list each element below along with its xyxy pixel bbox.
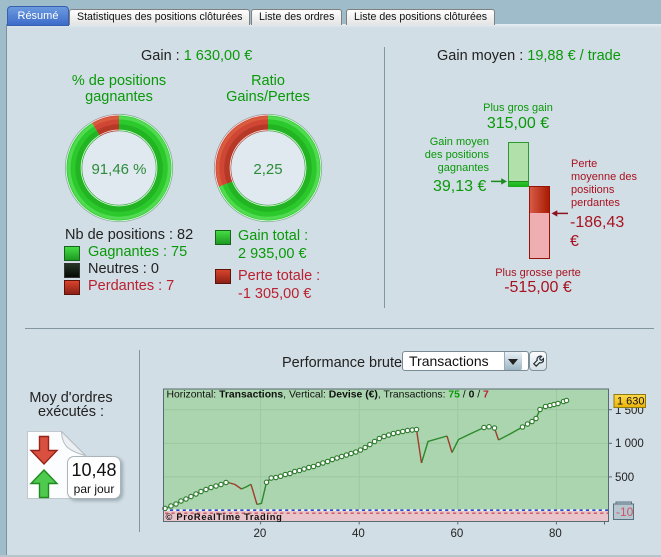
svg-text:80: 80: [549, 528, 562, 540]
svg-text:20: 20: [254, 528, 267, 540]
svg-text:-10: -10: [616, 505, 634, 519]
svg-text:Horizontal: Transactions, Vert: Horizontal: Transactions, Vertical: Devi…: [167, 390, 490, 401]
svg-text:1 630: 1 630: [617, 396, 645, 408]
svg-text:91,46 %: 91,46 %: [91, 161, 146, 178]
svg-text:2,25: 2,25: [253, 161, 282, 178]
svg-text:1 000: 1 000: [615, 438, 644, 450]
svg-text:© ProRealTime Trading: © ProRealTime Trading: [166, 512, 283, 522]
svg-text:500: 500: [615, 472, 634, 484]
svg-text:40: 40: [352, 528, 365, 540]
svg-text:60: 60: [451, 528, 464, 540]
